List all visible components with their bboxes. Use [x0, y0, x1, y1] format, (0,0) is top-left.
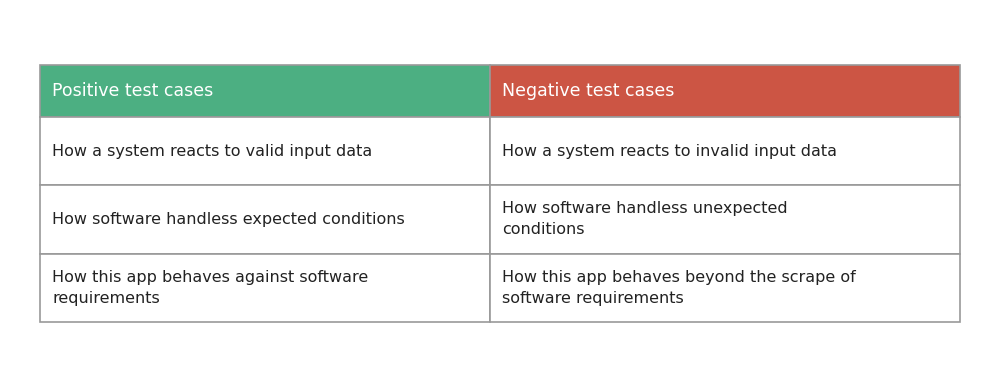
Bar — [490, 185, 960, 254]
Bar — [490, 117, 960, 185]
Text: How this app behaves against software
requirements: How this app behaves against software re… — [52, 270, 368, 306]
Text: How software handless expected conditions: How software handless expected condition… — [52, 212, 405, 227]
Text: How a system reacts to invalid input data: How a system reacts to invalid input dat… — [502, 144, 837, 159]
Text: How software handless unexpected
conditions: How software handless unexpected conditi… — [502, 201, 788, 238]
Bar — [490, 65, 960, 117]
Bar — [40, 117, 490, 185]
Bar — [490, 254, 960, 322]
Text: How a system reacts to valid input data: How a system reacts to valid input data — [52, 144, 372, 159]
Text: Negative test cases: Negative test cases — [502, 82, 674, 100]
Bar — [40, 65, 490, 117]
Text: Positive test cases: Positive test cases — [52, 82, 213, 100]
Bar — [40, 254, 490, 322]
Text: How this app behaves beyond the scrape of
software requirements: How this app behaves beyond the scrape o… — [502, 270, 856, 306]
Bar — [40, 185, 490, 254]
